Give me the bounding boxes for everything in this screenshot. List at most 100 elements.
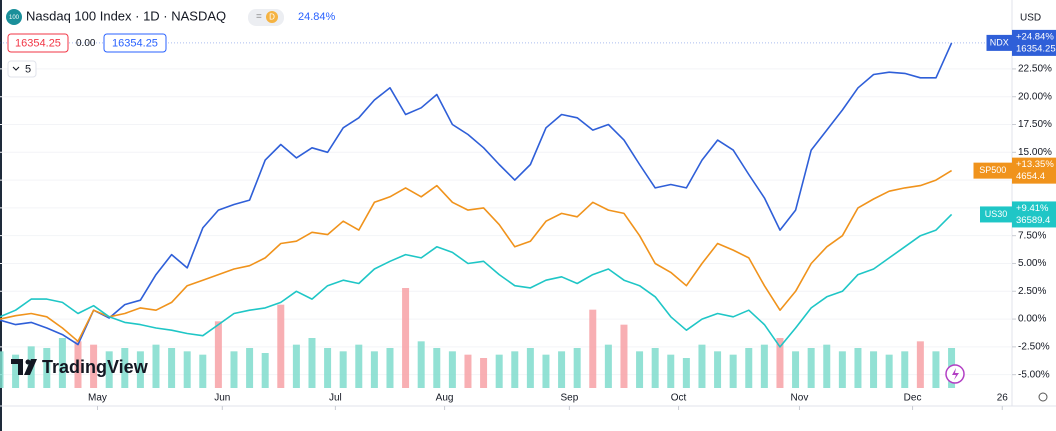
x-tick-label: Dec (904, 393, 922, 404)
volume-bar (480, 358, 488, 388)
volume-bar (870, 351, 878, 388)
brand-mark-dot (25, 359, 31, 365)
y-tick-label: 0.00% (1018, 314, 1046, 325)
series-tag (980, 206, 1012, 223)
status-pill[interactable] (248, 9, 284, 26)
status-icon: = (256, 12, 262, 23)
currency-label: USD (1020, 13, 1041, 24)
x-tick-label: Sep (560, 393, 578, 404)
volume-bar (152, 344, 160, 388)
volume-bar (183, 351, 191, 388)
volume-bar (838, 351, 846, 388)
volume-bar (246, 348, 254, 388)
x-tick-label: Oct (671, 393, 687, 404)
price-badge (1012, 157, 1056, 184)
y-tick-label: -5.00% (1018, 369, 1050, 380)
brand-name: TradingView (42, 357, 149, 377)
volume-bar (573, 348, 581, 388)
interval-badge: D (269, 13, 275, 22)
volume-bar (916, 341, 924, 388)
volume-bar (292, 344, 300, 388)
volume-bar (74, 341, 82, 388)
y-tick-label: 20.00% (1018, 91, 1052, 102)
volume-bar (339, 351, 347, 388)
x-tick-label: Jul (329, 393, 342, 404)
volume-bar (355, 344, 363, 388)
series-tag-name: US30 (985, 209, 1008, 219)
spread: 0.00 (76, 38, 96, 49)
x-tick-label: May (88, 393, 107, 404)
price-badge-price: 16354.25 (1016, 43, 1056, 54)
series-line (0, 169, 953, 343)
ask-box[interactable] (103, 33, 167, 53)
price-badge-change: +24.84% (1016, 31, 1054, 42)
ask-price: 16354.25 (112, 37, 158, 49)
symbol-title: Nasdaq 100 Index · 1D · NASDAQ (26, 8, 226, 23)
volume-bar (714, 351, 722, 388)
volume-bar (324, 348, 332, 388)
volume-bar (277, 304, 285, 388)
indicators-toggle[interactable] (7, 60, 37, 78)
series-tag (973, 162, 1012, 179)
brand-mark (11, 359, 37, 375)
price-badge (1012, 29, 1056, 56)
plot-area (0, 42, 1012, 388)
volume-bar (792, 351, 800, 388)
y-tick-label: 2.50% (1018, 286, 1046, 297)
volume-bar (105, 351, 113, 388)
volume-bar (230, 351, 238, 388)
volume-bar (776, 338, 784, 388)
volume-bar (589, 309, 597, 388)
volume-bar (760, 344, 768, 388)
volume-bar (495, 354, 503, 388)
volume-bar (417, 341, 425, 388)
symbol-logo (6, 9, 22, 25)
y-tick-label: -2.50% (1018, 342, 1050, 353)
series-tag (986, 34, 1012, 51)
change-percent: 24.84% (298, 11, 336, 23)
volume-bar (823, 344, 831, 388)
x-tick-label: Nov (791, 393, 809, 404)
volume-bar (745, 348, 753, 388)
volume-bar (932, 351, 940, 388)
bid-price: 16354.25 (15, 37, 61, 49)
volume-bar (558, 351, 566, 388)
volume-bar (620, 324, 628, 388)
volume-bar (729, 354, 737, 388)
volume-bar (636, 351, 644, 388)
volume-bar (370, 351, 378, 388)
volume-bar (542, 354, 550, 388)
volume-bar (433, 348, 441, 388)
y-tick-label: 7.50% (1018, 230, 1046, 241)
volume-bar (199, 354, 207, 388)
y-tick-label: 17.50% (1018, 119, 1052, 130)
volume-bar (261, 353, 269, 388)
volume-bar (12, 354, 20, 388)
x-tick-label: Jun (214, 393, 230, 404)
y-tick-label: 5.00% (1018, 258, 1046, 269)
price-badge-change: +9.41% (1016, 203, 1049, 214)
settings-icon[interactable] (1038, 392, 1048, 402)
price-badge-price: 4654.4 (1016, 171, 1045, 182)
volume-bar (511, 351, 519, 388)
volume-bar (43, 348, 51, 388)
volume-bar (807, 348, 815, 388)
volume-bar (604, 344, 612, 388)
series-tag-name: NDX (990, 37, 1009, 47)
volume-bar (667, 354, 675, 388)
volume-bar (0, 351, 4, 388)
volume-bar (90, 344, 98, 388)
price-badge (1012, 201, 1056, 228)
volume-bar (386, 348, 394, 388)
volume-bar (901, 351, 909, 388)
y-tick-label: 15.00% (1018, 147, 1052, 158)
bid-box[interactable] (7, 33, 69, 53)
logo-text: 100 (9, 15, 20, 21)
volume-bar (214, 321, 222, 388)
indicators-count: 5 (25, 63, 31, 75)
interval-dot (266, 11, 278, 23)
volume-bar (448, 351, 456, 388)
volume-bar (885, 354, 893, 388)
alert-icon (952, 368, 959, 380)
